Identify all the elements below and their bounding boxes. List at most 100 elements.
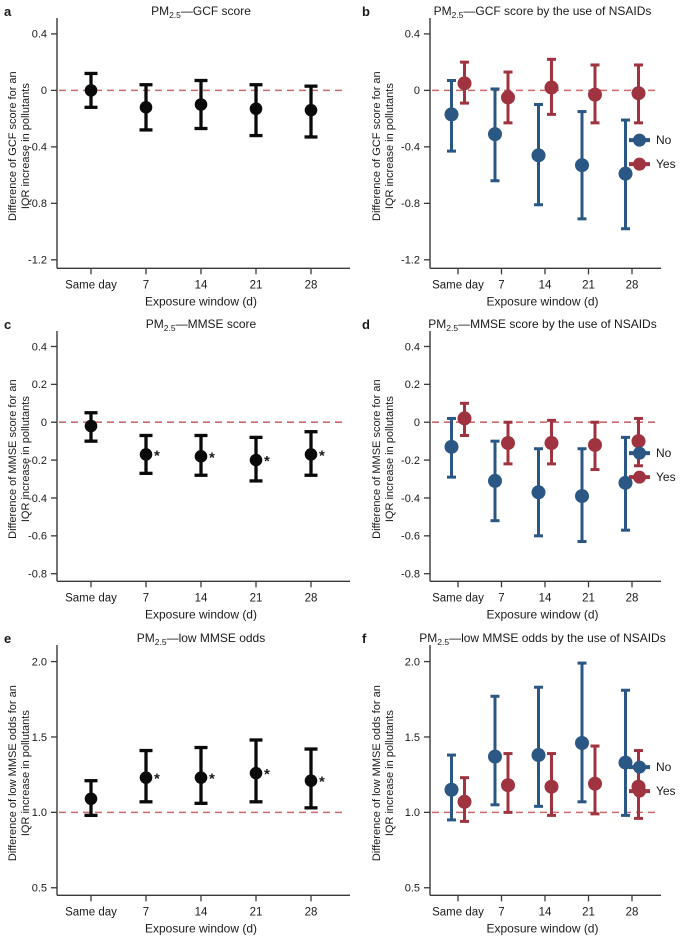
chart-b: b PM2.5—GCF score by the use of NSAIDs Dif… — [362, 4, 676, 308]
panel-title: PM2.5—low MMSE odds — [137, 631, 265, 647]
chart-f: f PM2.5—low MMSE odds by the use of NSAID… — [362, 631, 676, 935]
panel-title: PM2.5—GCF score — [151, 4, 251, 20]
x-tick-label: 21 — [250, 279, 263, 291]
data-point — [457, 411, 472, 426]
panel-letter: b — [362, 4, 370, 19]
x-tick-label: Same day — [65, 279, 117, 291]
title-subscript: 2.5 — [155, 637, 167, 647]
data-point — [588, 87, 602, 102]
y-tick-label: 0 — [41, 417, 47, 429]
x-tick-label: Same day — [65, 593, 117, 605]
data-point — [588, 776, 602, 791]
y-tick-label: -0.8 — [28, 198, 47, 210]
panel-letter: d — [362, 317, 370, 332]
data-point — [544, 80, 559, 95]
y-axis-label-line1: Difference of low MMSE odds for an — [371, 685, 383, 861]
y-axis-label-line1: Difference of GCF score for an — [7, 71, 19, 221]
data-point — [501, 436, 515, 451]
data-point — [488, 749, 502, 764]
x-axis-label: Exposure window (d) — [145, 921, 257, 935]
data-point — [618, 166, 633, 181]
data-point — [457, 76, 472, 91]
y-tick-label: -0.4 — [401, 142, 420, 154]
y-axis-label-line1: Difference of MMSE score for an — [371, 380, 383, 539]
y-tick-label: -0.4 — [401, 493, 420, 505]
data-point — [501, 90, 515, 105]
data-point — [84, 792, 98, 805]
title-subscript: 2.5 — [446, 323, 458, 333]
title-rest: —low MMSE odds — [167, 631, 266, 645]
chart-e: e PM2.5—low MMSE odds Difference of low MM… — [4, 631, 350, 935]
data-point — [139, 101, 153, 114]
significance-asterisk: * — [154, 770, 160, 787]
data-point — [304, 103, 318, 117]
legend-marker — [633, 157, 646, 171]
legend-item-yes: Yes — [629, 157, 676, 171]
data-point — [575, 489, 589, 504]
y-axis-label: Difference of low MMSE odds for anIQR in… — [371, 685, 396, 861]
legend: No Yes — [629, 133, 676, 171]
y-tick-label: -0.4 — [28, 142, 47, 154]
data-point — [194, 771, 208, 784]
x-tick-label: 7 — [498, 593, 504, 605]
data-point — [544, 779, 559, 794]
legend-label: No — [656, 133, 672, 147]
panel-title: PM2.5—low MMSE odds by the use of NSAIDs — [419, 631, 665, 647]
legend-item-no: No — [629, 760, 672, 774]
y-tick-label: 1.0 — [405, 807, 420, 819]
title-rest: —MMSE score by the use of NSAIDs — [458, 317, 657, 331]
legend-item-yes: Yes — [629, 470, 676, 485]
y-tick-label: 1.5 — [32, 731, 47, 743]
x-tick-label: Same day — [432, 906, 484, 918]
y-tick-label: 0.4 — [32, 342, 47, 354]
y-tick-label: 0.5 — [405, 882, 420, 894]
y-tick-label: 0.4 — [405, 342, 420, 354]
x-tick-label: 21 — [582, 279, 595, 291]
panel-b: b PM2.5—GCF score by the use of NSAIDs Dif… — [350, 0, 700, 313]
data-point — [304, 448, 318, 462]
y-tick-label: 1.0 — [32, 807, 47, 819]
x-tick-label: 7 — [143, 906, 149, 918]
y-tick-label: -0.2 — [401, 455, 420, 467]
significance-asterisk: * — [154, 448, 160, 465]
x-tick-label: 7 — [498, 279, 504, 291]
y-tick-label: 1.5 — [405, 731, 420, 743]
data-point — [531, 747, 546, 762]
panel-title: PM2.5—MMSE score by the use of NSAIDs — [428, 317, 656, 333]
x-tick-label: 21 — [250, 906, 263, 918]
legend-item-yes: Yes — [629, 784, 676, 798]
data-point — [588, 438, 602, 453]
title-prefix: PM — [151, 4, 169, 18]
legend-item-no: No — [629, 133, 672, 147]
y-axis-label-line2: IQR increase in pollutants — [384, 709, 396, 836]
significance-asterisk: * — [319, 773, 325, 790]
y-tick-label: -0.2 — [28, 455, 47, 467]
data-point — [139, 448, 153, 462]
data-point — [444, 782, 459, 797]
data-point — [249, 454, 263, 467]
data-point — [194, 98, 208, 111]
panel-letter: f — [362, 631, 367, 646]
legend-marker — [633, 760, 646, 774]
y-axis-label-line2: IQR increase in pollutants — [384, 83, 396, 210]
y-tick-label: 0.2 — [32, 379, 47, 391]
data-point — [457, 794, 472, 809]
panel-d: d PM2.5—MMSE score by the use of NSAIDs Di… — [350, 313, 700, 626]
y-tick-label: 0.5 — [32, 882, 47, 894]
y-axis-label-line1: Difference of GCF score for an — [371, 71, 383, 221]
y-tick-label: -0.6 — [401, 531, 420, 543]
legend-label: No — [656, 760, 672, 774]
y-axis-label-line2: IQR increase in pollutants — [20, 83, 32, 210]
y-tick-label: 0.2 — [405, 379, 420, 391]
x-tick-label: 28 — [305, 593, 318, 605]
legend-marker — [633, 446, 646, 460]
title-subscript: 2.5 — [164, 323, 176, 333]
significance-asterisk: * — [264, 453, 270, 470]
panel-f: f PM2.5—low MMSE odds by the use of NSAID… — [350, 627, 700, 940]
legend-label: Yes — [656, 784, 676, 798]
y-axis-label-line2: IQR increase in pollutants — [20, 709, 32, 836]
title-subscript: 2.5 — [437, 637, 449, 647]
panel-e: e PM2.5—low MMSE odds Difference of low MM… — [0, 627, 350, 940]
panel-letter: c — [4, 317, 11, 332]
